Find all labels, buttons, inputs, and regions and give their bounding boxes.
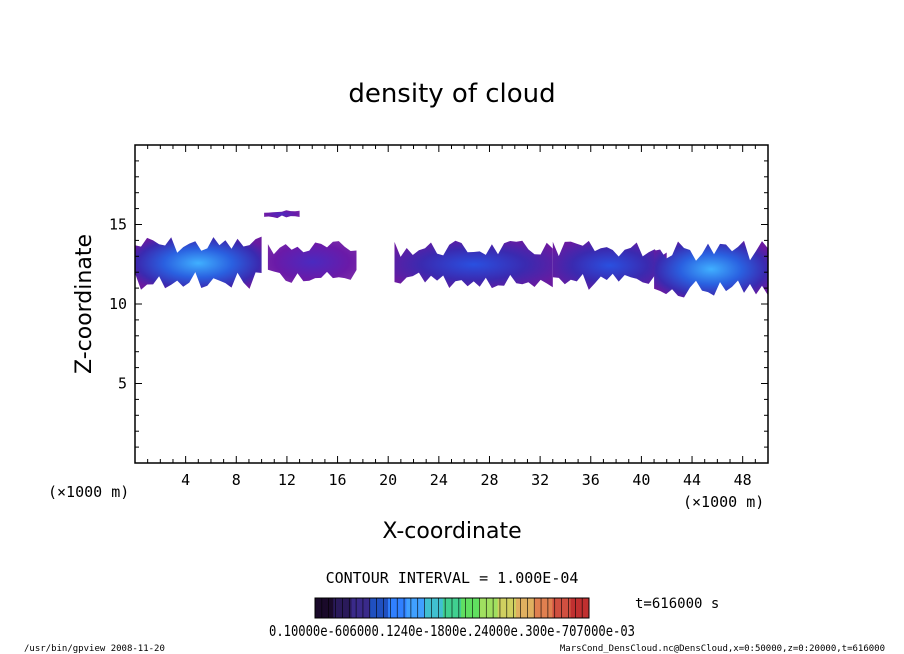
colorbar-frame	[314, 597, 590, 619]
colorbar-swatch	[534, 598, 553, 618]
x-unit-label: (×1000 m)	[683, 493, 764, 511]
chart-title: density of cloud	[348, 79, 555, 109]
cloud-region-high-patch	[264, 210, 300, 219]
cloud-region-center	[394, 240, 553, 289]
x-tick-label: 48	[734, 471, 752, 489]
colorbar-swatch	[479, 598, 499, 618]
colorbar-swatch	[406, 598, 426, 618]
cloud-field	[135, 210, 768, 298]
x-tick-label: 8	[232, 471, 241, 489]
plot-frame	[134, 144, 769, 464]
x-tick-label: 16	[329, 471, 347, 489]
x-tick-label: 36	[582, 471, 600, 489]
cloud-region-far-right	[654, 240, 768, 298]
x-axis-label: X-coordinate	[382, 519, 521, 544]
y-unit-label: (×1000 m)	[48, 483, 129, 501]
colorbar	[315, 598, 590, 618]
colorbar-swatch	[369, 598, 389, 618]
time-label: t=616000 s	[635, 596, 719, 612]
x-tick-label: 12	[278, 471, 296, 489]
cloud-region-right	[552, 240, 667, 290]
y-tick-label: 15	[109, 216, 127, 234]
cloud-region-mid-left	[267, 241, 357, 283]
x-tick-labels: 4 8 12 16 20 24 28 32 36 40 44 48	[181, 471, 752, 489]
x-tick-label: 32	[531, 471, 549, 489]
colorbar-swatch	[461, 598, 480, 618]
colorbar-swatch	[315, 598, 334, 618]
x-tick-label: 24	[430, 471, 448, 489]
colorbar-swatch	[570, 598, 590, 618]
colorbar-labels: 0.10000e-606000.1240e-1800e.24000e.300e-…	[269, 622, 635, 640]
y-tick-labels: 5 10 15	[109, 216, 127, 393]
colorbar-swatch	[351, 598, 371, 618]
x-tick-label: 20	[379, 471, 397, 489]
cloud-region-left-core	[135, 236, 262, 290]
x-tick-label: 28	[480, 471, 498, 489]
x-tick-label: 40	[632, 471, 650, 489]
contour-interval: CONTOUR INTERVAL = 1.000E-04	[326, 569, 579, 587]
footer-right: MarsCond_DensCloud.nc@DensCloud,x=0:5000…	[560, 644, 885, 654]
colorbar-swatch	[424, 598, 444, 618]
y-tick-label: 5	[118, 375, 127, 393]
y-tick-label: 10	[109, 295, 127, 313]
x-tick-label: 44	[683, 471, 701, 489]
axis-ticks	[135, 145, 768, 463]
footer-left: /usr/bin/gpview 2008-11-20	[24, 644, 165, 654]
y-axis-label: Z-coordinate	[72, 234, 97, 374]
x-tick-label: 4	[181, 471, 190, 489]
colorbar-swatch	[515, 598, 535, 618]
